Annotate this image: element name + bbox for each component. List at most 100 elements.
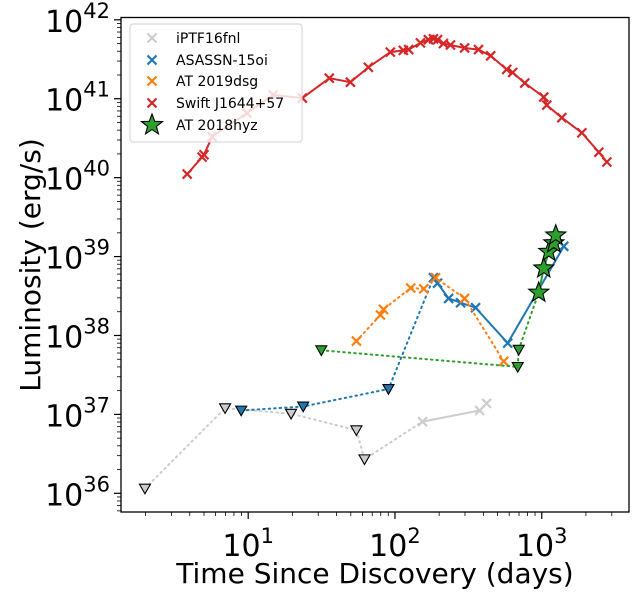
y-tick-label: 1041 [45, 78, 110, 119]
x-axis-ticks: 101 102 103 [145, 512, 613, 564]
detection-connector-line [355, 276, 505, 363]
tick-exponent: 38 [83, 314, 110, 338]
data-point [485, 50, 496, 62]
plot-area [138, 33, 613, 495]
tick-exponent: 3 [554, 524, 567, 548]
data-point [507, 67, 518, 78]
data-point [473, 44, 484, 55]
y-tick-label: 1039 [45, 236, 110, 277]
tick-base: 10 [45, 320, 83, 355]
data-point [459, 293, 470, 304]
data-point [541, 99, 553, 111]
data-point [198, 149, 210, 161]
tick-exponent: 2 [407, 524, 420, 548]
data-point [519, 77, 531, 89]
tick-base: 10 [45, 84, 83, 119]
data-point [498, 356, 510, 367]
y-tick-label: 1038 [45, 314, 110, 355]
data-point [363, 62, 374, 73]
upper-limit-marker [284, 408, 298, 421]
upper-limit-marker [234, 405, 248, 417]
legend-cross-icon [146, 32, 158, 44]
data-point [430, 272, 441, 283]
tick-exponent: 37 [83, 393, 110, 417]
tick-base: 10 [369, 529, 407, 564]
legend-item: iPTF16fnl [146, 31, 240, 47]
data-point-star [532, 256, 556, 279]
data-point [593, 146, 605, 158]
tick-exponent: 42 [83, 0, 110, 23]
upper-limit-marker [512, 344, 526, 357]
y-axis-title: Luminosity (erg/s) [14, 138, 47, 392]
tick-base: 10 [45, 399, 83, 434]
upper-limit-marker [511, 361, 525, 374]
y-tick-label: 1037 [45, 393, 110, 434]
data-point [351, 335, 362, 347]
data-point-star [544, 223, 568, 246]
y-tick-label: 1040 [45, 157, 110, 198]
x-axis-title: Time Since Discovery (days) [175, 557, 573, 590]
legend-label: Swift J1644+57 [176, 96, 284, 112]
upper-limit-marker [358, 454, 371, 466]
legend-label: ASASSN-15oi [176, 53, 268, 69]
data-point [181, 168, 193, 180]
data-point [443, 293, 454, 304]
legend-item: AT 2018hyz [139, 112, 258, 136]
data-point [378, 304, 389, 315]
data-point [459, 42, 470, 54]
legend: iPTF16fnl ASASSN-15oi AT 2019dsg Swift J164… [129, 23, 303, 143]
upper-limit-marker [349, 425, 363, 437]
x-tick-label: 103 [516, 524, 568, 564]
axes-frame [120, 16, 630, 513]
data-point [576, 127, 588, 139]
legend-cross-icon [146, 75, 158, 87]
data-point [405, 282, 416, 294]
data-point [375, 309, 386, 321]
legend-item: Swift J1644+57 [146, 96, 284, 112]
data-point [538, 91, 550, 103]
tick-exponent: 41 [83, 78, 110, 102]
legend-item: ASASSN-15oi [146, 53, 268, 69]
data-point [417, 416, 428, 427]
data-point [481, 398, 492, 409]
data-point [324, 72, 335, 84]
upper-limit-marker [218, 403, 232, 415]
data-point [501, 64, 512, 75]
limit-connector-line [320, 291, 540, 368]
tick-exponent: 40 [83, 157, 110, 181]
data-point [556, 112, 568, 123]
legend-cross-icon [146, 54, 158, 66]
tick-exponent: 1 [261, 524, 274, 548]
x-tick-label: 102 [369, 524, 421, 564]
legend-cross-icon [146, 97, 158, 109]
upper-limit-marker [138, 483, 152, 495]
data-point [415, 37, 426, 49]
limit-connector-line [143, 407, 424, 490]
tick-base: 10 [222, 529, 260, 564]
legend-box [129, 23, 303, 143]
tick-base: 10 [516, 529, 554, 564]
series-iptf16fnl [138, 398, 492, 495]
data-point [418, 283, 430, 295]
tick-base: 10 [45, 5, 83, 40]
tick-base: 10 [45, 242, 83, 277]
limit-connector-line [240, 276, 435, 412]
upper-limit-marker [296, 401, 310, 413]
legend-item: AT 2019dsg [146, 74, 258, 90]
upper-limit-marker [314, 345, 328, 357]
y-tick-label: 1036 [45, 472, 110, 513]
y-tick-label: 1042 [45, 0, 110, 40]
legend-label: iPTF16fnl [176, 31, 240, 47]
data-point [403, 44, 414, 55]
legend-label: AT 2018hyz [176, 118, 258, 134]
series-at-2019dsg [351, 272, 510, 367]
tick-exponent: 36 [83, 472, 110, 496]
series-at-2018hyz [314, 223, 568, 374]
tick-base: 10 [45, 163, 83, 198]
tick-exponent: 39 [83, 236, 110, 260]
data-point [345, 76, 356, 88]
data-point [445, 39, 456, 51]
tick-base: 10 [45, 478, 83, 513]
legend-star-icon [139, 112, 165, 136]
